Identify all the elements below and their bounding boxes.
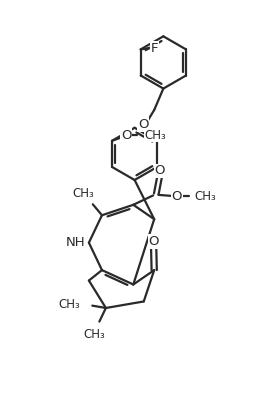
Text: CH₃: CH₃ [58,298,80,311]
Text: CH₃: CH₃ [84,328,106,341]
Text: NH: NH [66,236,86,249]
Text: O: O [121,129,132,142]
Text: O: O [171,190,182,203]
Text: CH₃: CH₃ [195,190,216,203]
Text: O: O [155,164,165,177]
Text: O: O [148,235,159,248]
Text: CH₃: CH₃ [145,129,166,142]
Text: CH₃: CH₃ [73,187,95,200]
Text: O: O [138,118,148,131]
Text: F: F [151,42,158,55]
